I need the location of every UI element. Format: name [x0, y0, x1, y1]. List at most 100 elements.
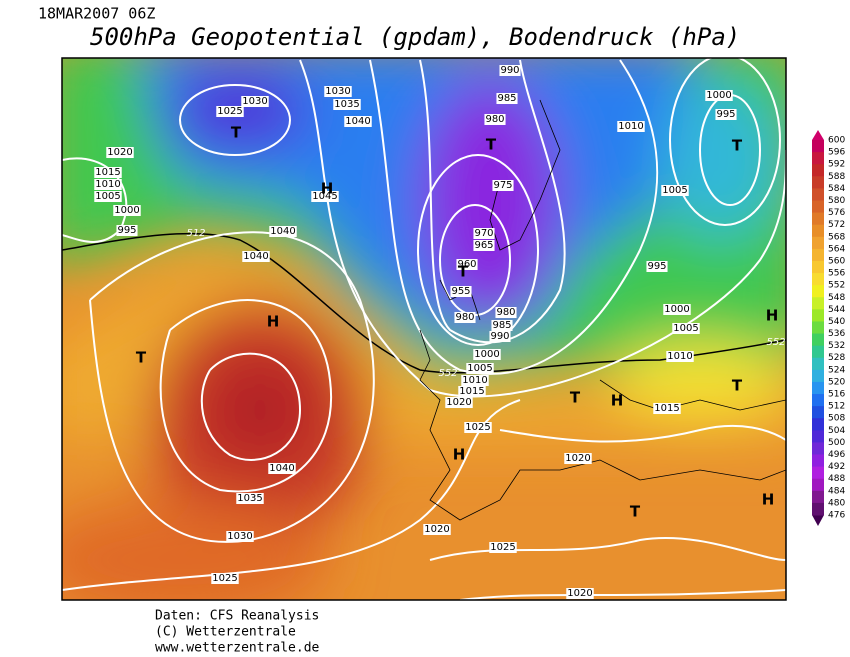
isobar-label-bg [489, 542, 517, 553]
isobar-label: 995 [716, 109, 735, 120]
isobar-label-bg [268, 463, 296, 474]
isobar-label-bg [661, 185, 689, 196]
isobar-label: 1015 [459, 386, 484, 397]
colorbar-swatch [812, 490, 824, 504]
footer-source: Daten: CFS Reanalysis [155, 609, 319, 624]
colorbar-swatch [812, 442, 824, 456]
isobar-label-bg [344, 116, 372, 127]
isobar-label: 955 [451, 286, 470, 297]
colorbar: 600 596 592 588 584 580 576 572 568 564 560 556 552 5… [812, 130, 845, 526]
colorbar-swatch [812, 502, 824, 516]
isobar-label: 980 [496, 307, 515, 318]
isobar-label: 965 [474, 240, 493, 251]
isobar-label-bg [216, 106, 244, 117]
isobar-label-bg [269, 226, 297, 237]
isobar-label: 1010 [95, 179, 120, 190]
colorbar-tick-label: 480 [828, 498, 845, 508]
colorbar-swatch [812, 176, 824, 189]
colorbar-tick-label: 536 [828, 329, 845, 339]
colorbar-tick-label: 556 [828, 269, 845, 279]
colorbar-tick-label: 596 [828, 148, 845, 158]
colorbar-tick-label: 588 [828, 172, 845, 182]
colorbar-tick-label: 592 [828, 160, 845, 170]
isobar-label-bg [495, 307, 517, 318]
isobar-label-bg [324, 86, 352, 97]
isobar-label: 1005 [467, 363, 492, 374]
colorbar-tick-label: 568 [828, 232, 845, 242]
isobar-label: 1020 [107, 147, 132, 158]
colorbar-tick-label: 496 [828, 450, 845, 460]
colorbar-tick-label: 476 [828, 511, 845, 521]
isobar-label: 1005 [95, 191, 120, 202]
isobar-label: 1000 [114, 205, 139, 216]
colorbar-tick-label: 508 [828, 414, 845, 424]
map-title: 500hPa Geopotential (gpdam), Bodendruck … [90, 23, 740, 51]
geopotential-label: 552 [766, 337, 785, 348]
pressure-center: T [136, 349, 147, 367]
footer-copyright: (C) Wetterzentrale [155, 625, 296, 640]
colorbar-swatch [812, 394, 824, 407]
isobar-label: 1030 [242, 96, 267, 107]
isobar-label-bg [489, 331, 511, 342]
isobar-label: 1025 [490, 542, 515, 553]
isobar-label: 1040 [243, 251, 268, 262]
colorbar-tick-label: 552 [828, 281, 845, 291]
colorbar-swatch [812, 357, 824, 371]
isobar-label-bg [454, 312, 476, 323]
isobar-label: 985 [492, 320, 511, 331]
colorbar-swatch [812, 273, 824, 286]
colorbar-tick-label: 524 [828, 365, 845, 375]
isobar-label: 1010 [618, 121, 643, 132]
isobar-label-bg [450, 286, 472, 297]
isobar-label: 1025 [217, 106, 242, 117]
colorbar-swatch [812, 369, 824, 383]
pressure-center: H [766, 307, 779, 325]
colorbar-swatch [812, 418, 824, 431]
isobar-label: 1015 [654, 403, 679, 414]
colorbar-swatch [812, 406, 824, 419]
isobar-label: 1040 [270, 226, 295, 237]
isobar-label-bg [473, 349, 501, 360]
colorbar-swatch [812, 333, 824, 347]
isobar-label: 1010 [667, 351, 692, 362]
colorbar-swatch [812, 200, 824, 214]
isobar-label: 1025 [212, 573, 237, 584]
colorbar-tick-label: 564 [828, 244, 845, 254]
isobar-label: 1035 [237, 493, 262, 504]
colorbar-arrow-bottom [812, 515, 824, 526]
pressure-center: T [630, 503, 641, 521]
map-labels: 1030102510301035104099098598010201015101… [94, 65, 786, 599]
isobar-label: 1025 [465, 422, 490, 433]
isobar-label: 990 [500, 65, 519, 76]
map-frame [61, 57, 787, 601]
pressure-center: T [486, 136, 497, 154]
isobar-label: 970 [474, 228, 493, 239]
isobar-label-bg [333, 99, 361, 110]
colorbar-tick-label: 492 [828, 462, 845, 472]
pressure-center: T [458, 263, 469, 281]
isobar-label-bg [492, 180, 514, 191]
colorbar-swatch [812, 260, 824, 274]
colorbar-tick-label: 504 [828, 426, 845, 436]
pressure-center: H [267, 313, 280, 331]
pressure-center: H [611, 392, 624, 410]
isobar-label: 1020 [446, 397, 471, 408]
isobar-label-bg [241, 96, 269, 107]
isobar-label-bg [473, 240, 495, 251]
colorbar-swatch [812, 478, 824, 492]
colorbar-swatch [812, 152, 824, 165]
isobar-label-bg [311, 191, 339, 202]
isobar-label: 1040 [345, 116, 370, 127]
isobar-label: 1005 [673, 323, 698, 334]
isobar-label-bg [94, 179, 122, 190]
isobar-label: 1000 [474, 349, 499, 360]
isobar-label: 1005 [662, 185, 687, 196]
isobar-label-bg [564, 453, 592, 464]
isobar-label: 995 [117, 225, 136, 236]
colorbar-swatch [812, 224, 824, 238]
colorbar-tick-label: 584 [828, 184, 845, 194]
colorbar-swatch [812, 248, 824, 262]
isobar-label: 1045 [312, 191, 337, 202]
isobar-label: 995 [647, 261, 666, 272]
